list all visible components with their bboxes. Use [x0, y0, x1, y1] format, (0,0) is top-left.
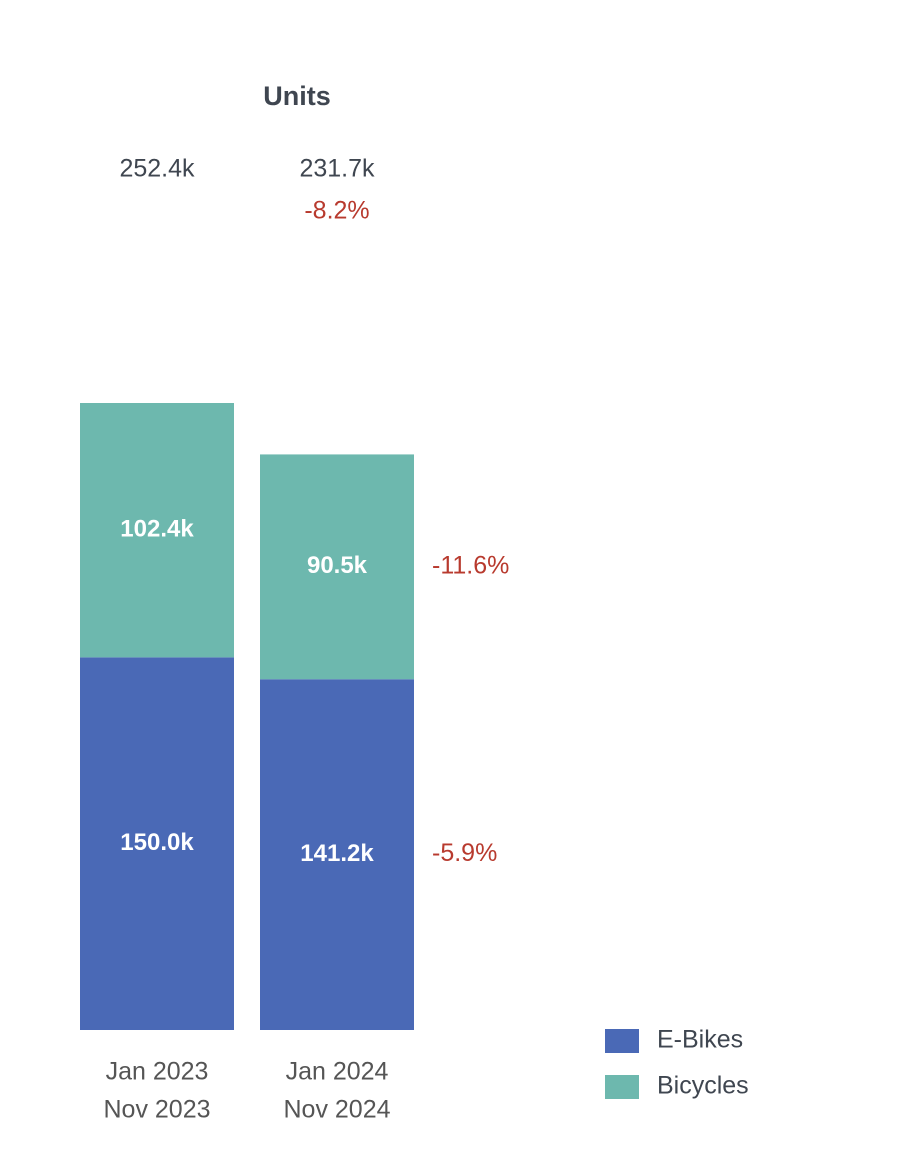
legend-label: Bicycles	[657, 1072, 749, 1100]
total-change: -8.2%	[304, 197, 369, 225]
legend-swatch	[605, 1029, 639, 1053]
total-label: 231.7k	[299, 155, 375, 183]
legend-label: E-Bikes	[657, 1026, 743, 1054]
value-label: 102.4k	[120, 516, 194, 543]
change-label: -5.9%	[432, 839, 497, 867]
change-label: -11.6%	[432, 551, 509, 579]
bar-segment	[80, 657, 234, 1030]
bar-segment	[260, 454, 414, 680]
bar-segment	[80, 403, 234, 658]
x-tick-label: Nov 2024	[283, 1096, 390, 1124]
total-label: 252.4k	[119, 155, 195, 183]
x-tick-label: Nov 2023	[103, 1096, 210, 1124]
value-label: 150.0k	[120, 829, 194, 856]
value-label: 90.5k	[307, 552, 368, 579]
legend-swatch	[605, 1075, 639, 1099]
bar-segment	[260, 679, 414, 1030]
chart-title: Units	[263, 81, 331, 111]
value-label: 141.2k	[300, 840, 374, 867]
x-tick-label: Jan 2024	[286, 1058, 389, 1086]
x-tick-label: Jan 2023	[106, 1058, 209, 1086]
